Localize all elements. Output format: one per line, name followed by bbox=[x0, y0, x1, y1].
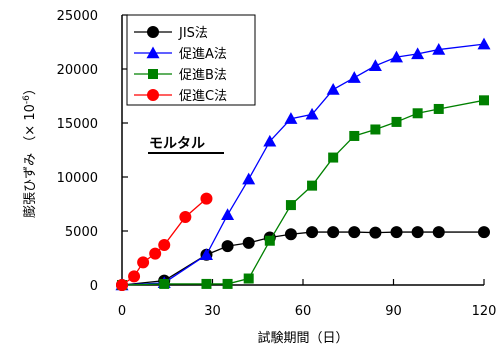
legend-marker bbox=[147, 26, 159, 38]
data-point bbox=[348, 226, 361, 239]
legend-entry-label: 促進C法 bbox=[179, 89, 227, 104]
legend-marker bbox=[148, 69, 158, 79]
data-point bbox=[369, 226, 382, 239]
x-tick-label: 120 bbox=[472, 304, 497, 319]
data-point bbox=[179, 210, 192, 223]
x-tick-label: 60 bbox=[295, 304, 312, 319]
y-tick-label: 15000 bbox=[57, 117, 98, 132]
data-point bbox=[411, 226, 424, 239]
data-point bbox=[264, 235, 275, 246]
y-axis-title-main: 膨張ひずみ （× 10 bbox=[23, 104, 38, 218]
x-axis-title: 試験期間（日） bbox=[257, 330, 348, 346]
data-point bbox=[368, 59, 382, 71]
data-point bbox=[284, 112, 298, 124]
data-point bbox=[201, 278, 212, 289]
data-point bbox=[390, 50, 404, 63]
data-point bbox=[432, 226, 445, 239]
data-point bbox=[116, 279, 128, 291]
y-axis-title: 膨張ひずみ （× 10-6） bbox=[22, 82, 38, 218]
legend-marker bbox=[147, 89, 159, 101]
data-point bbox=[221, 208, 235, 220]
series-3 bbox=[116, 192, 213, 291]
data-point bbox=[306, 226, 319, 239]
data-point bbox=[326, 83, 340, 95]
data-point bbox=[284, 228, 297, 241]
data-point bbox=[370, 124, 381, 135]
data-point bbox=[222, 278, 233, 289]
series-layer bbox=[115, 37, 491, 291]
data-point bbox=[128, 270, 141, 283]
axes: 0 5000 10000 15000 20000 25000 0 30 60 90 120 試験期間（… bbox=[22, 9, 496, 346]
data-point bbox=[477, 37, 491, 50]
y-tick-label: 0 bbox=[90, 279, 98, 294]
data-point bbox=[159, 278, 170, 289]
series-2 bbox=[117, 95, 489, 290]
legend-entry-label: JIS法 bbox=[178, 26, 208, 41]
data-point bbox=[137, 256, 150, 269]
data-point bbox=[243, 273, 254, 284]
y-tick-label: 10000 bbox=[57, 171, 98, 186]
data-point bbox=[242, 236, 255, 249]
data-point bbox=[285, 200, 296, 211]
series-line bbox=[121, 231, 484, 286]
data-point bbox=[391, 116, 402, 127]
x-tick-label: 30 bbox=[204, 304, 221, 319]
data-point bbox=[221, 240, 234, 253]
data-point bbox=[433, 103, 444, 114]
y-axis-title-close: ） bbox=[23, 82, 38, 95]
legend-entry-label: 促進A法 bbox=[179, 47, 227, 62]
data-point bbox=[347, 71, 361, 83]
annotation-label: モルタル bbox=[149, 136, 205, 152]
data-point bbox=[478, 226, 490, 239]
y-axis-title-exponent: -6 bbox=[22, 95, 32, 104]
data-point bbox=[158, 239, 171, 252]
data-point bbox=[328, 152, 339, 163]
data-point bbox=[327, 226, 340, 239]
data-point bbox=[200, 192, 213, 205]
y-tick-label: 5000 bbox=[65, 225, 98, 240]
data-point bbox=[307, 180, 318, 191]
y-tick-label: 20000 bbox=[57, 63, 98, 78]
series-0 bbox=[116, 226, 490, 291]
y-tick-label: 25000 bbox=[57, 9, 98, 24]
data-point bbox=[432, 43, 446, 55]
series-line bbox=[121, 99, 485, 286]
x-tick-label: 90 bbox=[385, 304, 402, 319]
data-point bbox=[349, 130, 360, 141]
data-point bbox=[412, 108, 423, 119]
x-tick-label: 0 bbox=[118, 304, 126, 319]
data-point bbox=[479, 95, 489, 106]
data-point bbox=[263, 134, 277, 147]
data-point bbox=[411, 47, 425, 60]
data-point bbox=[390, 226, 403, 239]
data-point bbox=[199, 248, 213, 260]
legend-entry-label: 促進B法 bbox=[179, 68, 227, 83]
data-point bbox=[149, 247, 162, 260]
data-point bbox=[242, 172, 256, 185]
data-point bbox=[305, 107, 319, 120]
legend-marker bbox=[146, 46, 160, 59]
